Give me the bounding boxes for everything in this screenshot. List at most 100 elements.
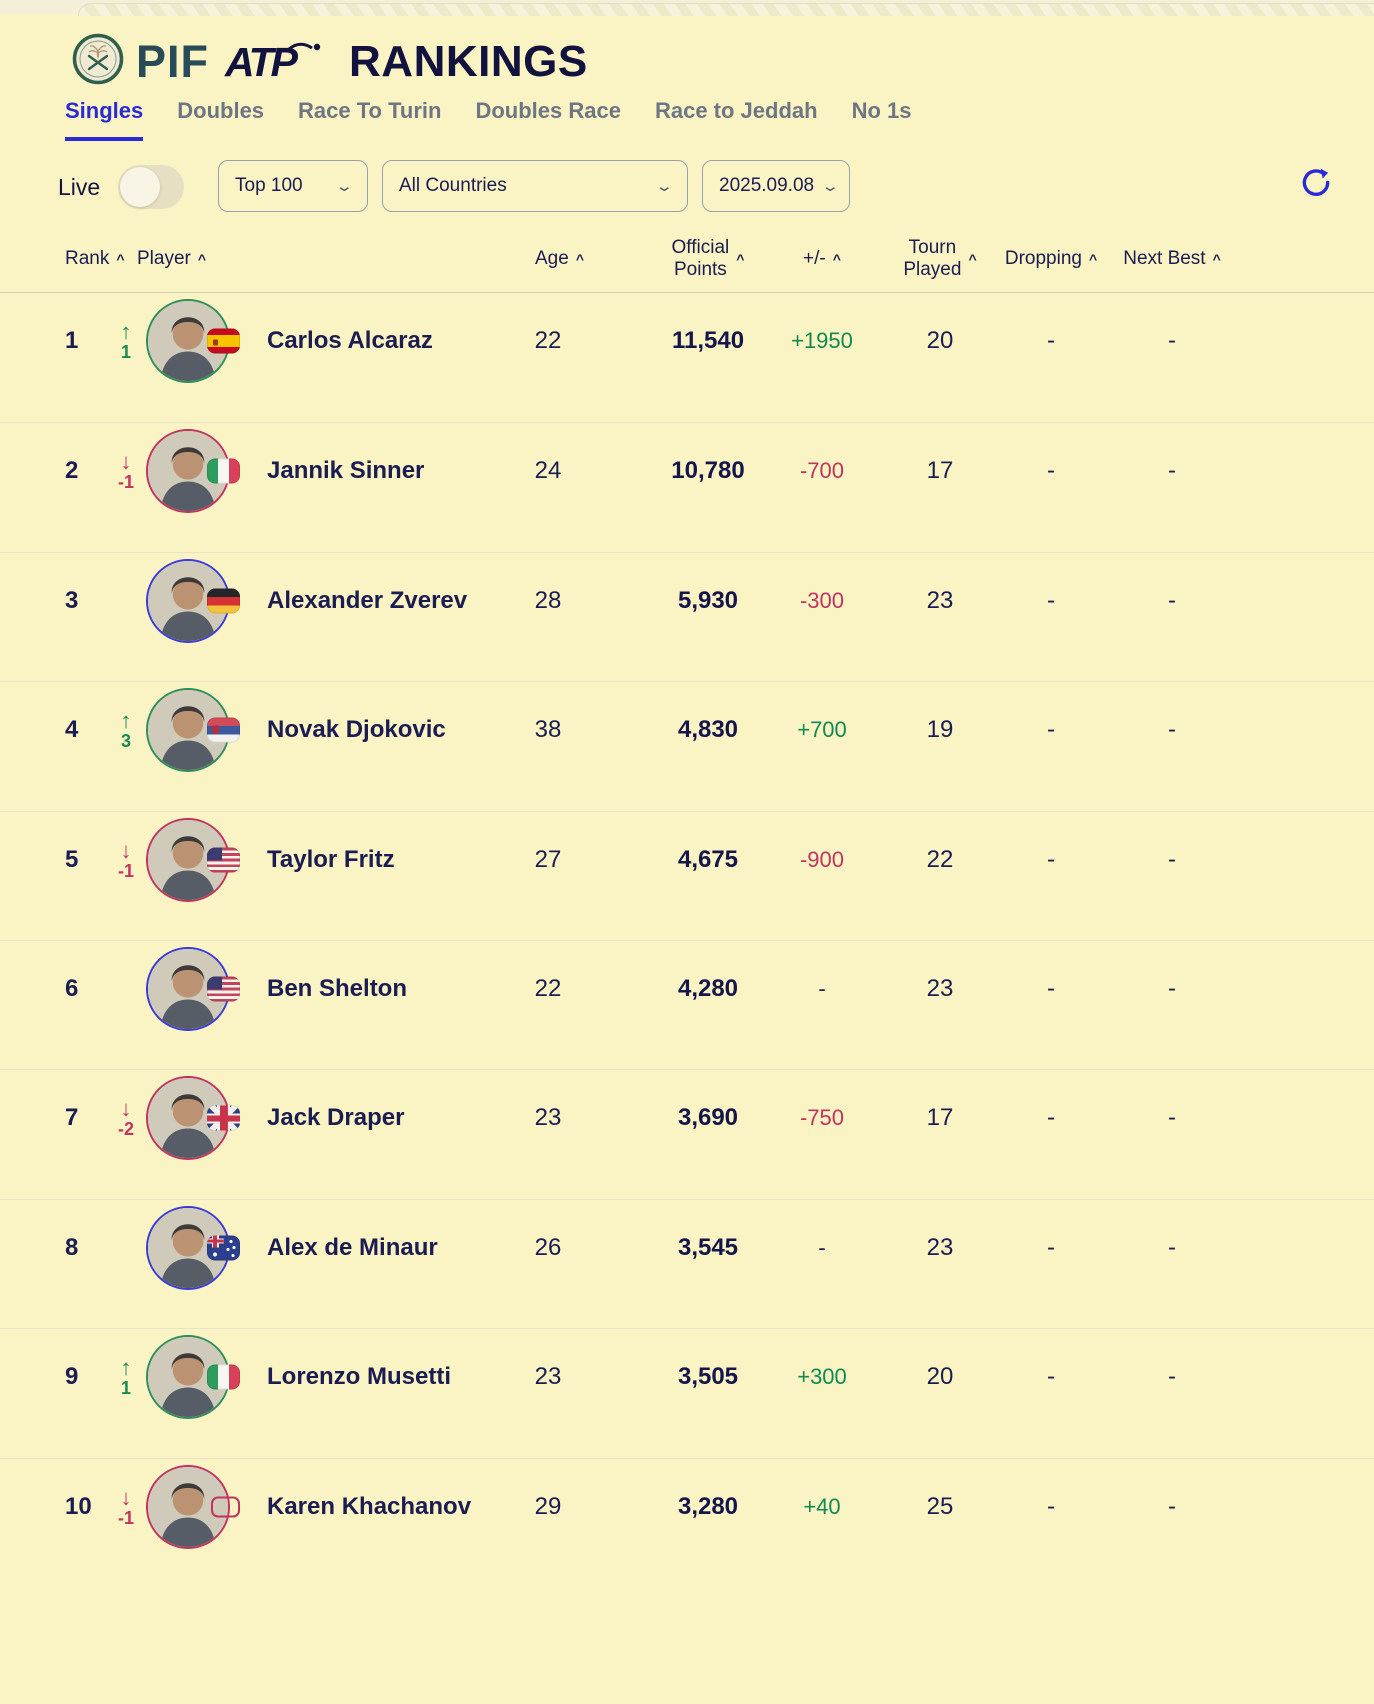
- table-row[interactable]: 8 Alex de Minaur 26 3,545 - 23 - -: [0, 1198, 1374, 1328]
- movement-arrow-icon: ↓: [120, 449, 132, 475]
- table-row[interactable]: 6 Ben Shelton 22 4,280 - 23 - -: [0, 939, 1374, 1069]
- player-name[interactable]: Lorenzo Musetti: [267, 1363, 451, 1391]
- points-delta-value: -750: [799, 1105, 845, 1131]
- table-row[interactable]: 4 ↑ 3 Novak Djokovic 38 4,830 +700 19 - …: [0, 681, 1374, 810]
- tourn-played-value: 23: [926, 974, 954, 1002]
- movement-arrow-icon: ↓: [120, 1096, 132, 1122]
- player-photo: [148, 560, 228, 641]
- player-avatar[interactable]: [146, 429, 240, 514]
- country-dropdown[interactable]: All Countries ⌄: [382, 160, 688, 212]
- tab-doubles[interactable]: Doubles: [177, 98, 265, 123]
- column-header-next-best[interactable]: Next Best ^: [1123, 248, 1221, 269]
- player-name[interactable]: Taylor Fritz: [267, 845, 395, 873]
- tab-doubles-race[interactable]: Doubles Race: [475, 98, 621, 123]
- svg-text:ATP: ATP: [224, 40, 299, 84]
- official-points-value: 3,690: [677, 1104, 739, 1132]
- top-n-dropdown-value: Top 100: [235, 175, 303, 196]
- rank-value: 1: [65, 327, 79, 354]
- table-row[interactable]: 9 ↑ 1 Lorenzo Musetti 23 3,505 +300 20 -…: [0, 1328, 1374, 1457]
- official-points-value: 3,280: [677, 1492, 739, 1520]
- rank-value: 3: [65, 586, 79, 614]
- player-avatar[interactable]: [146, 817, 240, 902]
- player-avatar[interactable]: [146, 558, 240, 643]
- country-flag-icon: [207, 458, 240, 484]
- movement-value: -1: [117, 860, 134, 881]
- movement-value: -1: [117, 1507, 134, 1528]
- live-label: Live: [58, 173, 101, 200]
- player-avatar[interactable]: [146, 1335, 240, 1420]
- movement-value: 1: [120, 1378, 131, 1399]
- table-row[interactable]: 3 Alexander Zverev 28 5,930 -300 23 - -: [0, 551, 1374, 681]
- player-name[interactable]: Karen Khachanov: [267, 1492, 472, 1520]
- country-flag-icon: [207, 588, 240, 614]
- official-points-value: 4,830: [677, 716, 739, 744]
- next-best-value: -: [1168, 845, 1176, 873]
- official-points-value: 11,540: [671, 327, 745, 354]
- player-name[interactable]: Carlos Alcaraz: [267, 327, 433, 354]
- tab-race-to-jeddah[interactable]: Race to Jeddah: [654, 98, 818, 123]
- refresh-icon[interactable]: [1298, 166, 1334, 202]
- country-dropdown-value: All Countries: [399, 175, 507, 196]
- player-avatar[interactable]: [146, 1076, 240, 1161]
- dropping-value: -: [1047, 457, 1055, 485]
- live-toggle-knob: [120, 167, 161, 207]
- age-value: 22: [534, 327, 562, 354]
- live-control: Live: [58, 165, 185, 209]
- column-header-rank[interactable]: Rank ^: [65, 248, 125, 269]
- player-name[interactable]: Alexander Zverev: [267, 586, 468, 614]
- table-row[interactable]: 5 ↓ -1 Taylor Fritz 27 4,675 -900 22 - -: [0, 810, 1374, 940]
- tourn-played-value: 23: [926, 1233, 954, 1261]
- player-avatar[interactable]: [146, 688, 240, 773]
- player-name[interactable]: Ben Shelton: [267, 974, 408, 1002]
- column-header-plus-minus[interactable]: +/- ^: [803, 248, 841, 269]
- rank-movement: ↓ -1: [104, 838, 148, 881]
- table-row[interactable]: 2 ↓ -1 Jannik Sinner 24 10,780 -700 17 -…: [0, 422, 1374, 551]
- movement-value: 1: [120, 342, 131, 363]
- rank-movement: ↓ -2: [104, 1097, 148, 1139]
- points-delta-value: -700: [799, 458, 845, 484]
- column-header-player[interactable]: Player ^: [137, 248, 207, 269]
- player-avatar[interactable]: [146, 1464, 240, 1549]
- pif-wordmark: PIF: [136, 35, 210, 87]
- player-name[interactable]: Jannik Sinner: [267, 457, 425, 485]
- player-avatar[interactable]: [146, 1205, 240, 1290]
- column-header-tourn-played[interactable]: Tourn Played ^: [903, 237, 977, 280]
- player-photo: [148, 690, 228, 771]
- country-flag-icon: [207, 1105, 240, 1131]
- country-flag-icon: [207, 328, 240, 354]
- live-toggle[interactable]: [118, 165, 185, 209]
- table-row[interactable]: 7 ↓ -2 Jack Draper 23 3,690 -750 17 - -: [0, 1069, 1374, 1198]
- points-delta-value: -900: [799, 846, 845, 872]
- table-header: Rank ^ Player ^ Age ^ Official Points ^ +/- ^…: [0, 226, 1374, 293]
- tab-no-1s[interactable]: No 1s: [851, 98, 912, 123]
- tab-race-to-turin[interactable]: Race To Turin: [298, 98, 442, 123]
- date-dropdown[interactable]: 2025.09.08 ⌄: [702, 160, 850, 212]
- points-delta-value: -300: [799, 587, 845, 613]
- rank-value: 2: [65, 457, 79, 485]
- points-delta-value: +300: [797, 1364, 847, 1390]
- column-header-dropping[interactable]: Dropping ^: [1004, 248, 1098, 269]
- age-value: 27: [534, 845, 562, 873]
- dropping-value: -: [1047, 1104, 1055, 1132]
- country-flag-icon: [207, 1364, 240, 1390]
- tab-singles[interactable]: Singles: [65, 98, 144, 141]
- official-points-value: 3,505: [677, 1363, 739, 1391]
- page-title: PIF ATP RANKINGS: [72, 33, 588, 90]
- table-row[interactable]: 10 ↓ -1 Karen Khachanov 29 3,280 +40 25 …: [0, 1457, 1374, 1587]
- column-header-age[interactable]: Age ^: [535, 248, 584, 269]
- player-name[interactable]: Novak Djokovic: [267, 716, 446, 744]
- player-avatar[interactable]: [146, 946, 240, 1031]
- age-value: 28: [534, 586, 562, 614]
- column-header-official-points[interactable]: Official Points ^: [671, 237, 745, 280]
- next-best-value: -: [1168, 457, 1176, 485]
- player-name[interactable]: Jack Draper: [267, 1104, 405, 1132]
- player-avatar[interactable]: [146, 299, 240, 383]
- top-n-dropdown[interactable]: Top 100 ⌄: [218, 160, 368, 212]
- table-row[interactable]: 1 ↑ 1 Carlos Alcaraz 22 11,540 +1950 20 …: [0, 293, 1374, 422]
- top-edge-strip: [0, 0, 1374, 16]
- points-delta-value: -: [818, 975, 826, 1001]
- dropping-value: -: [1047, 327, 1055, 354]
- next-best-value: -: [1168, 327, 1176, 354]
- movement-value: 3: [120, 731, 131, 752]
- player-name[interactable]: Alex de Minaur: [267, 1233, 438, 1261]
